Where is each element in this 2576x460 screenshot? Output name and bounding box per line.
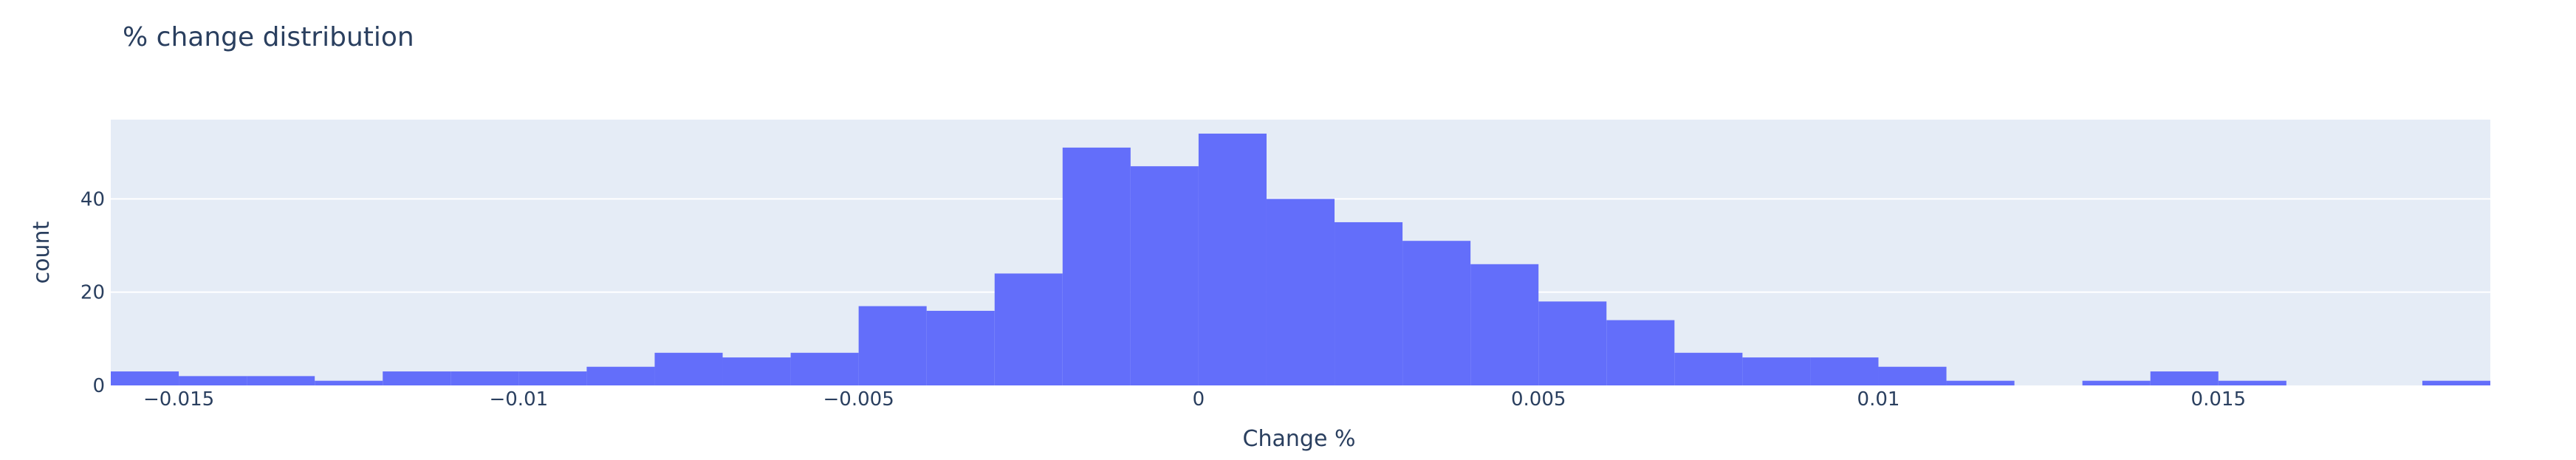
histogram-bar[interactable] (1266, 199, 1335, 385)
y-axis-title: count (29, 221, 55, 284)
histogram-bar[interactable] (179, 376, 247, 385)
histogram-bar[interactable] (2422, 380, 2490, 385)
histogram-bar[interactable] (2082, 380, 2151, 385)
x-tick-label: 0.01 (1857, 388, 1900, 411)
histogram-bar[interactable] (383, 371, 451, 385)
chart-title: % change distribution (123, 22, 414, 52)
histogram-bar[interactable] (2150, 371, 2219, 385)
x-tick-label: −0.015 (143, 388, 214, 411)
histogram-bar[interactable] (790, 352, 859, 385)
histogram-bar[interactable] (1335, 222, 1403, 385)
histogram-bar[interactable] (858, 306, 927, 385)
histogram-bar[interactable] (2218, 380, 2286, 385)
histogram-bar[interactable] (1062, 147, 1131, 386)
histogram-bar[interactable] (518, 371, 587, 385)
histogram-bar[interactable] (315, 380, 383, 385)
y-axis-ticks: 0 20 40 (80, 188, 105, 397)
x-tick-label: 0.005 (1511, 388, 1566, 411)
y-tick-label: 40 (80, 188, 105, 210)
histogram-bar[interactable] (1674, 352, 1743, 385)
histogram-bar[interactable] (1402, 241, 1471, 385)
histogram-bar[interactable] (994, 273, 1063, 385)
histogram-bar[interactable] (247, 376, 315, 385)
histogram-bar[interactable] (1606, 320, 1675, 385)
histogram-bar[interactable] (926, 310, 995, 385)
y-tick-label: 20 (80, 282, 105, 304)
histogram-bar[interactable] (451, 371, 519, 385)
histogram-bar[interactable] (1742, 357, 1811, 385)
x-tick-label: −0.005 (823, 388, 894, 411)
histogram-bar[interactable] (1538, 301, 1607, 385)
y-tick-label: 0 (92, 375, 105, 397)
x-axis-title: Change % (1243, 426, 1356, 452)
histogram-bar[interactable] (1810, 357, 1879, 385)
bars (111, 133, 2490, 386)
histogram-bar[interactable] (1198, 133, 1267, 385)
x-tick-label: −0.01 (489, 388, 548, 411)
x-axis-ticks: −0.015 −0.01 −0.005 0 0.005 0.01 0.015 (143, 388, 2246, 411)
histogram-bar[interactable] (1470, 264, 1539, 385)
x-tick-label: 0.015 (2191, 388, 2246, 411)
x-tick-label: 0 (1193, 388, 1205, 411)
histogram-bar[interactable] (1878, 366, 1947, 385)
histogram-bar[interactable] (722, 357, 791, 385)
histogram-bar[interactable] (1946, 380, 2015, 385)
histogram-bar[interactable] (111, 371, 179, 385)
histogram-bar[interactable] (586, 366, 655, 385)
histogram-bar[interactable] (654, 352, 723, 385)
histogram-bar[interactable] (1130, 166, 1199, 385)
